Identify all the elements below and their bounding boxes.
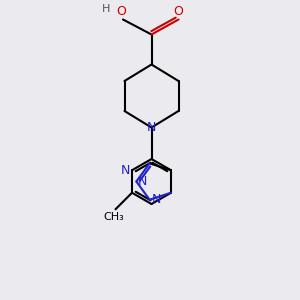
Text: O: O — [117, 5, 126, 18]
Text: O: O — [174, 5, 183, 18]
Text: N: N — [121, 164, 130, 177]
Text: H: H — [102, 4, 111, 14]
Text: N: N — [138, 175, 147, 188]
Text: N: N — [152, 193, 161, 206]
Text: CH₃: CH₃ — [103, 212, 124, 222]
Text: N: N — [147, 121, 156, 134]
